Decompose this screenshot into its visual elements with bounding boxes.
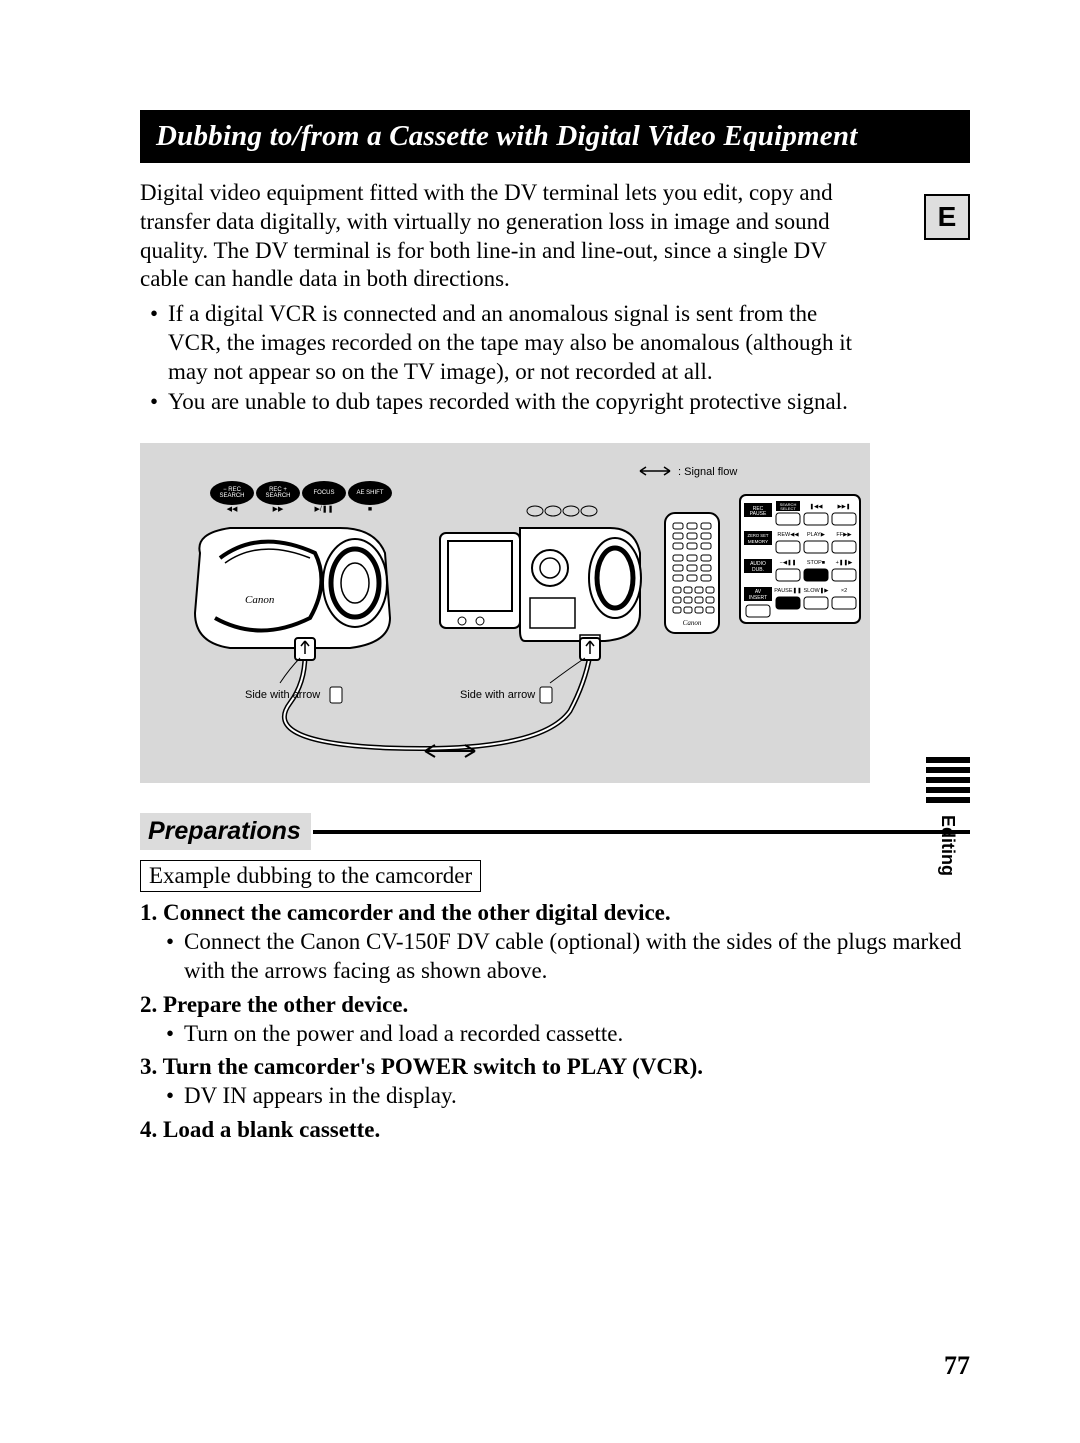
svg-text:FOCUS: FOCUS <box>314 490 335 496</box>
camcorder-left-icon: − REC SEARCH REC + SEARCH FOCUS AE SHIFT… <box>195 481 392 655</box>
svg-text:■: ■ <box>368 506 372 513</box>
svg-text:INSERT: INSERT <box>749 595 767 601</box>
page-title: Dubbing to/from a Cassette with Digital … <box>140 110 970 163</box>
svg-text:×2: ×2 <box>841 588 847 594</box>
svg-text:◀◀: ◀◀ <box>227 506 238 513</box>
remote-detail-icon: RECPAUSE ZERO SETMEMORY AUDIODUB. AVINSE… <box>740 495 860 623</box>
svg-text:Canon: Canon <box>683 619 702 627</box>
connection-diagram: : Signal flow − REC SEARCH REC + SEARCH <box>140 443 870 783</box>
svg-text:PAUSE: PAUSE <box>750 511 767 517</box>
section-heading-rule <box>313 830 970 834</box>
intro-bullet: You are unable to dub tapes recorded wit… <box>168 388 870 417</box>
remote-small-icon: Canon <box>665 513 719 633</box>
side-section-label: Editing <box>937 815 958 876</box>
svg-text:SEARCH: SEARCH <box>265 493 290 499</box>
manual-page: Dubbing to/from a Cassette with Digital … <box>0 0 1080 1443</box>
section-heading-row: Preparations <box>140 813 970 850</box>
svg-text:STOP■: STOP■ <box>807 560 825 566</box>
svg-text:▶/❚❚: ▶/❚❚ <box>314 505 333 513</box>
step-heading: 2. Prepare the other device. <box>140 992 970 1018</box>
svg-text:AE SHIFT: AE SHIFT <box>356 490 383 496</box>
steps-list: 1. Connect the camcorder and the other d… <box>140 900 970 1143</box>
svg-text:❚◀◀: ❚◀◀ <box>809 503 823 510</box>
step-heading: 3. Turn the camcorder's POWER switch to … <box>140 1054 970 1080</box>
svg-text:▶▶❚: ▶▶❚ <box>837 503 850 510</box>
section-heading: Preparations <box>140 813 311 850</box>
side-arrow-label-left: Side with arrow <box>245 689 320 701</box>
svg-text:MEMORY: MEMORY <box>748 539 768 544</box>
step-sub-bullet: Connect the Canon CV-150F DV cable (opti… <box>184 928 970 986</box>
side-index-bars <box>926 757 970 803</box>
camcorder-right-icon <box>440 506 641 649</box>
svg-text:▶▶: ▶▶ <box>273 506 284 513</box>
svg-text:SELECT: SELECT <box>780 506 796 511</box>
svg-text:−◀❚❚: −◀❚❚ <box>780 559 797 566</box>
svg-text:+❚❚▶: +❚❚▶ <box>836 559 853 566</box>
step-heading: 1. Connect the camcorder and the other d… <box>140 900 970 926</box>
svg-text:SEARCH: SEARCH <box>219 493 244 499</box>
svg-text:DUB.: DUB. <box>752 567 764 573</box>
side-arrow-label-right: Side with arrow <box>460 689 535 701</box>
svg-text:FF▶▶: FF▶▶ <box>836 532 852 538</box>
svg-text:Canon: Canon <box>245 594 275 606</box>
svg-text:PLAY▶: PLAY▶ <box>807 532 826 538</box>
svg-text:PAUSE❚❚: PAUSE❚❚ <box>774 587 801 594</box>
step-heading: 4. Load a blank cassette. <box>140 1117 970 1143</box>
svg-text:SLOW❚▶: SLOW❚▶ <box>803 587 829 594</box>
language-badge: E <box>924 194 970 240</box>
svg-text:REW◀◀: REW◀◀ <box>777 532 799 538</box>
intro-bullet: If a digital VCR is connected and an ano… <box>168 300 870 386</box>
svg-text:ZERO SET: ZERO SET <box>748 533 769 538</box>
intro-bullet-list: If a digital VCR is connected and an ano… <box>140 300 870 417</box>
example-box: Example dubbing to the camcorder <box>140 860 481 892</box>
page-number: 77 <box>944 1351 970 1381</box>
step-sub-bullet: DV IN appears in the display. <box>184 1082 970 1111</box>
signal-flow-label: : Signal flow <box>678 466 737 478</box>
step-sub-bullet: Turn on the power and load a recorded ca… <box>184 1020 970 1049</box>
intro-paragraph: Digital video equipment fitted with the … <box>140 179 840 294</box>
dv-cable-icon: Side with arrow Side with arrow <box>245 638 600 757</box>
